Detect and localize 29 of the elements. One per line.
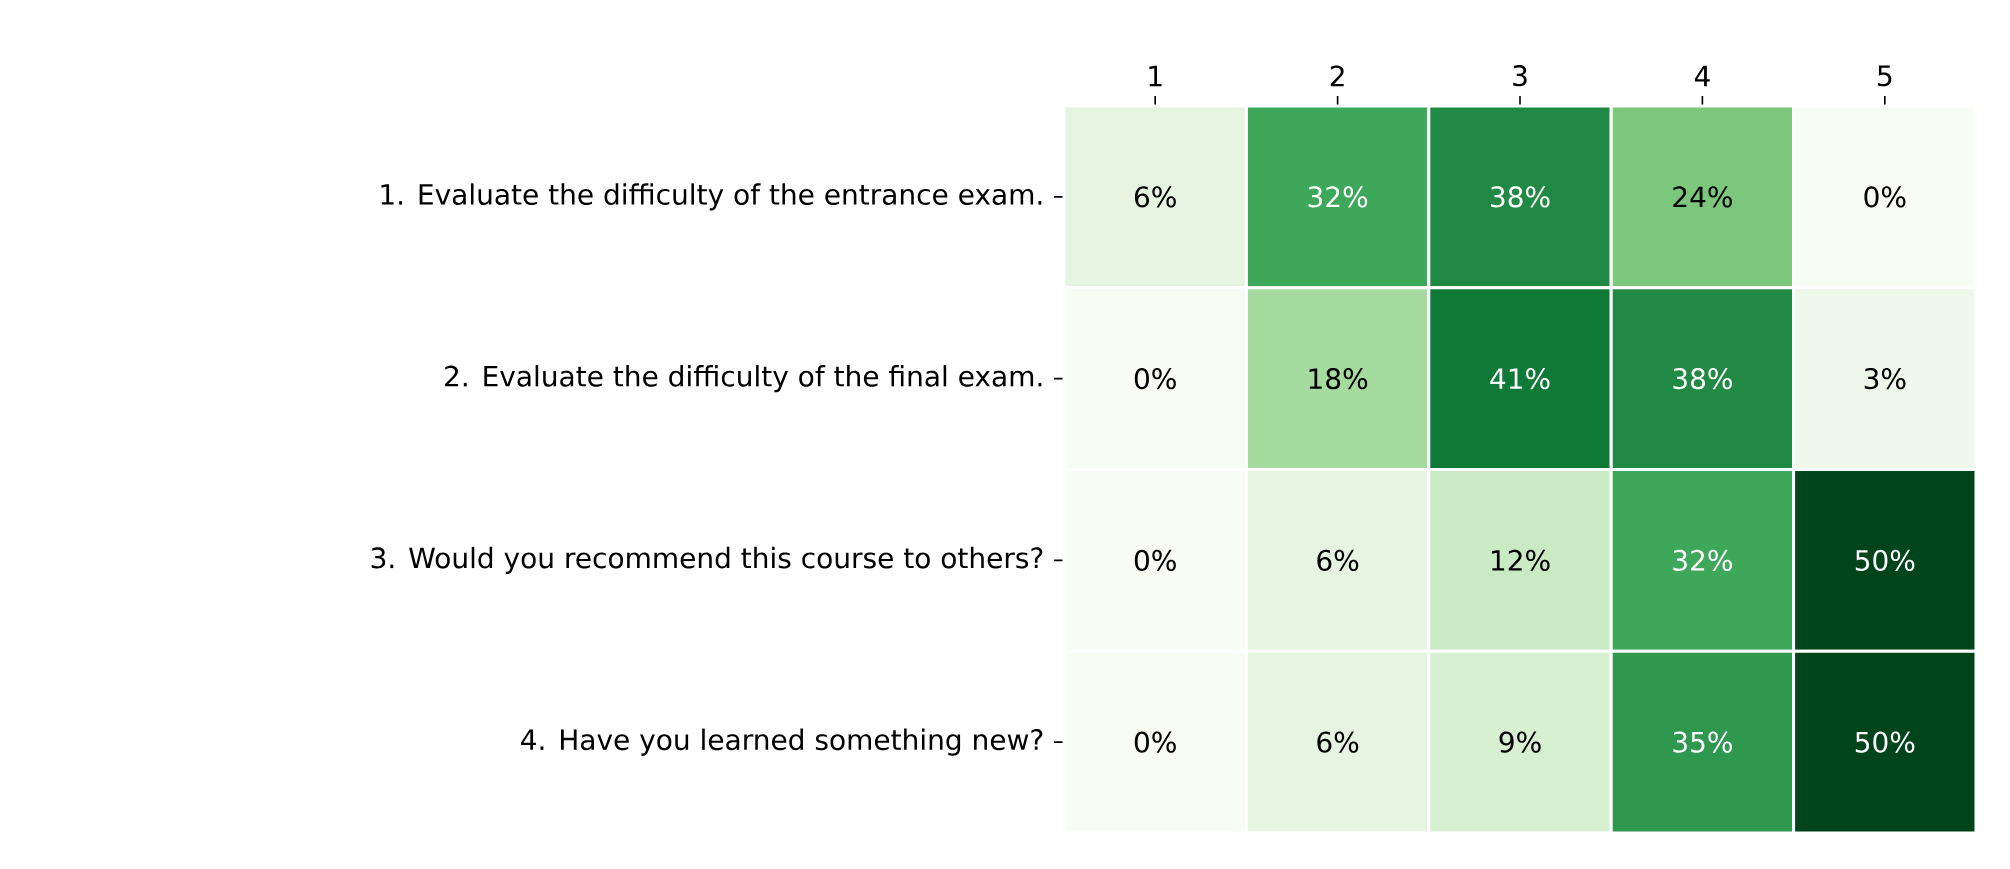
data-label: 50% bbox=[1855, 549, 1915, 571]
data-label: 38% bbox=[1491, 186, 1550, 208]
data-label: 38% bbox=[1673, 368, 1732, 390]
data-label: 6% bbox=[1317, 731, 1359, 753]
data-label: 3% bbox=[1864, 368, 1906, 390]
data-label: 32% bbox=[1308, 186, 1368, 208]
x-tick-label: 5 bbox=[1878, 65, 1892, 87]
x-tick-label: 4 bbox=[1694, 65, 1710, 87]
data-label: 0% bbox=[1864, 186, 1906, 208]
data-label: 12% bbox=[1491, 549, 1550, 571]
data-label: 0% bbox=[1134, 731, 1176, 753]
data-label: 35% bbox=[1673, 731, 1732, 753]
x-tick-label: 1 bbox=[1149, 65, 1162, 87]
data-label: 18% bbox=[1309, 368, 1368, 390]
y-tick-label: 4. Have you learned something new? bbox=[521, 728, 1043, 756]
data-label: 0% bbox=[1134, 549, 1176, 571]
data-label: 32% bbox=[1673, 549, 1732, 571]
y-tick-label: 2. Evaluate the difficulty of the final exam. bbox=[445, 365, 1042, 393]
x-tick-label: 3 bbox=[1513, 65, 1527, 87]
x-tick-label: 2 bbox=[1330, 65, 1344, 87]
data-label: 0% bbox=[1134, 368, 1176, 390]
data-label: 24% bbox=[1673, 186, 1732, 208]
y-tick-label: 3. Would you recommend this course to others? bbox=[371, 546, 1043, 574]
data-label: 41% bbox=[1490, 368, 1550, 390]
data-label: 50% bbox=[1855, 731, 1915, 753]
y-tick-label: 1. Evaluate the difficulty of the entrance exam. bbox=[381, 183, 1042, 211]
data-label: 6% bbox=[1134, 186, 1176, 208]
data-label: 6% bbox=[1317, 549, 1359, 571]
data-label: 9% bbox=[1499, 731, 1541, 753]
